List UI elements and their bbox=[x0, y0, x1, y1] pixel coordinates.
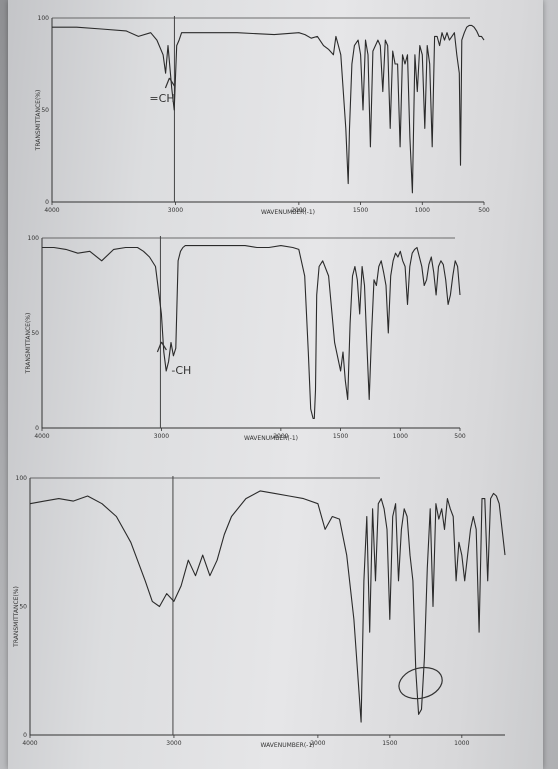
x-tick-label: 4000 bbox=[22, 740, 37, 747]
x-tick-label: 3000 bbox=[168, 207, 183, 214]
x-axis-label: WAVENUMBER(-1) bbox=[261, 209, 315, 216]
x-tick-label: 2000 bbox=[291, 207, 306, 214]
y-tick-label: 50 bbox=[41, 107, 49, 114]
y-tick-label: 100 bbox=[38, 15, 50, 22]
x-tick-label: 4000 bbox=[34, 433, 49, 440]
x-axis-label: WAVENUMBER(-1) bbox=[260, 742, 314, 749]
y-tick-label: 100 bbox=[16, 475, 28, 482]
y-tick-label: 0 bbox=[23, 732, 27, 739]
y-tick-label: 100 bbox=[28, 235, 40, 242]
annotation-label: -CH bbox=[171, 364, 191, 377]
paper-sheet bbox=[8, 0, 543, 769]
y-axis-label: TRANSMITTANCE(%) bbox=[35, 90, 42, 152]
x-tick-label: 1000 bbox=[393, 433, 408, 440]
spectrum-1: 4000 3000 2000 1500 1000 500100500WAVENUMBER(… bbox=[35, 15, 490, 216]
x-tick-label: 1500 bbox=[382, 740, 397, 747]
x-tick-label: 500 bbox=[478, 207, 490, 214]
x-tick-label: 1000 bbox=[454, 740, 469, 747]
x-tick-label: 3000 bbox=[154, 433, 169, 440]
y-axis-label: TRANSMITTANCE(%) bbox=[13, 586, 20, 648]
axes-frame bbox=[29, 478, 505, 736]
annotation-label: =CH bbox=[149, 92, 174, 105]
x-tick-label: 3000 bbox=[166, 740, 181, 747]
x-tick-label: 2000 bbox=[310, 740, 325, 747]
spectrum-3: 4000 3000 2000 1500 1000 100 50 0 WAVENUMBER(-1)… bbox=[13, 475, 506, 749]
x-axis-label: WAVENUMBER(-1) bbox=[244, 435, 298, 442]
spectrum-trace bbox=[29, 490, 506, 723]
spectrum-trace bbox=[42, 245, 461, 420]
x-tick-label: 2000 bbox=[273, 433, 288, 440]
y-tick-label: 50 bbox=[19, 604, 27, 611]
y-axis-label: TRANSMITTANCE(%) bbox=[25, 313, 32, 375]
x-tick-label: 500 bbox=[454, 433, 466, 440]
x-tick-label: 1500 bbox=[333, 433, 348, 440]
annotation-arrow bbox=[156, 341, 167, 353]
axes-frame bbox=[51, 18, 484, 203]
y-tick-label: 0 bbox=[45, 199, 49, 206]
x-tick-label: 1000 bbox=[415, 207, 430, 214]
annotation-arrow bbox=[164, 77, 175, 89]
spectrum-2: 4000 3000 2000 1500 1000 500100500WAVENUMBER(… bbox=[25, 235, 466, 442]
y-tick-label: 50 bbox=[31, 330, 39, 337]
x-tick-label: 4000 bbox=[44, 207, 59, 214]
axes-frame bbox=[41, 238, 460, 429]
y-tick-label: 0 bbox=[35, 425, 39, 432]
x-tick-label: 1500 bbox=[353, 207, 368, 214]
handdrawn-circle bbox=[398, 666, 443, 700]
spectrum-trace bbox=[52, 24, 485, 194]
